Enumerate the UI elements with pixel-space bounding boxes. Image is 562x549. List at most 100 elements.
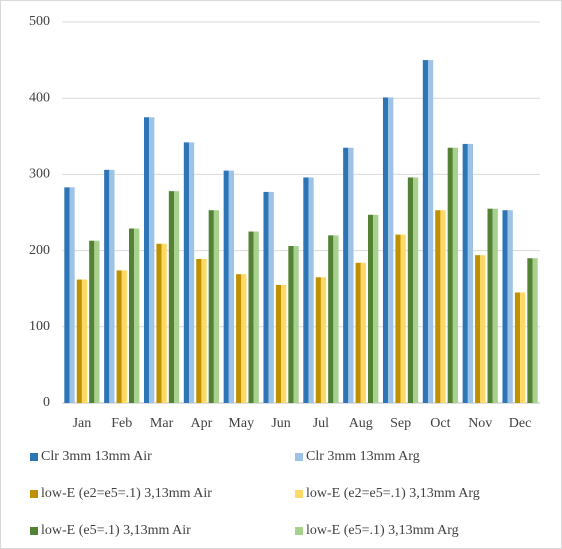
- x-tick-label: Dec: [509, 416, 532, 431]
- legend-label: low-E (e5=.1) 3,13mm Arg: [306, 523, 459, 538]
- bar: [288, 246, 294, 403]
- bar: [104, 169, 110, 403]
- bar: [422, 60, 428, 403]
- legend-label: Clr 3mm 13mm Arg: [306, 449, 420, 464]
- legend-label: low-E (e2=e5=.1) 3,13mm Air: [41, 486, 212, 501]
- bar: [128, 228, 135, 403]
- bar: [373, 214, 379, 403]
- bar: [467, 143, 474, 404]
- legend-swatch: [295, 453, 303, 461]
- bar: [413, 177, 419, 403]
- x-tick-label: Nov: [468, 416, 492, 431]
- bar: [492, 208, 498, 403]
- bar: [502, 210, 508, 403]
- bar: [134, 228, 140, 403]
- y-tick-label: 200: [29, 243, 50, 258]
- bar: [196, 258, 202, 403]
- y-tick-label: 100: [29, 319, 50, 334]
- bar: [382, 97, 389, 404]
- bar: [360, 262, 366, 403]
- bar: [109, 169, 115, 403]
- x-tick-label: Feb: [111, 416, 132, 431]
- bar: [174, 191, 180, 403]
- bar: [440, 210, 446, 403]
- bar: [248, 231, 254, 403]
- bar: [452, 147, 459, 403]
- bar: [121, 270, 127, 403]
- bar: [263, 191, 269, 403]
- x-tick-label: Jul: [313, 416, 329, 431]
- bar: [183, 142, 189, 403]
- y-tick-label: 0: [43, 395, 50, 410]
- x-tick-label: Apr: [191, 416, 213, 431]
- bar: [116, 270, 122, 403]
- bar: [527, 258, 533, 403]
- legend-label: Clr 3mm 13mm Air: [41, 449, 152, 464]
- x-tick-label: Jun: [271, 416, 290, 431]
- legend-swatch: [30, 453, 38, 461]
- x-tick-label: May: [228, 416, 254, 431]
- bar: [268, 191, 274, 403]
- x-tick-label: Mar: [150, 416, 174, 431]
- bar: [328, 235, 334, 403]
- bar: [487, 208, 493, 403]
- bar: [168, 191, 175, 403]
- bar: [281, 284, 287, 403]
- bar: [228, 170, 235, 403]
- bar: [293, 246, 299, 403]
- bar: [367, 214, 374, 403]
- bar: [514, 292, 521, 403]
- bar: [475, 255, 481, 403]
- legend: Clr 3mm 13mm Air Clr 3mm 13mm Arg low-E (e…: [30, 449, 480, 538]
- bar: [532, 258, 538, 403]
- bar: [236, 274, 242, 403]
- bar: [161, 243, 167, 403]
- legend-label: low-E (e2=e5=.1) 3,13mm Arg: [306, 486, 480, 501]
- x-tick-label: Sep: [390, 416, 411, 431]
- x-tick-label: Jan: [73, 416, 92, 431]
- bar: [81, 279, 88, 403]
- bar: [308, 177, 314, 403]
- bar: [395, 234, 401, 403]
- bar: [343, 147, 349, 403]
- bar: [462, 143, 468, 404]
- bar: [320, 277, 327, 403]
- legend-swatch: [295, 490, 303, 498]
- y-tick-label: 500: [29, 14, 50, 29]
- bar: [447, 147, 453, 403]
- bar: [275, 284, 282, 403]
- bar: [348, 147, 354, 403]
- bar: [400, 234, 406, 403]
- bar: [94, 240, 100, 403]
- y-tick-label: 400: [29, 90, 50, 105]
- x-tick-label: Oct: [430, 416, 450, 431]
- bar: [69, 187, 75, 403]
- bar: [427, 60, 434, 403]
- bar: [156, 243, 162, 403]
- legend-swatch: [30, 490, 38, 498]
- bar: [89, 240, 95, 403]
- bar: [520, 292, 526, 403]
- bar: [201, 258, 207, 403]
- bar: [64, 187, 70, 403]
- x-tick-label: Aug: [349, 416, 373, 431]
- legend-label: low-E (e5=.1) 3,13mm Air: [41, 523, 191, 538]
- bar: [480, 255, 486, 403]
- bar: [435, 210, 441, 403]
- bar: [507, 210, 513, 403]
- bar: [208, 210, 214, 403]
- bar: [143, 117, 150, 403]
- y-tick-label: 300: [29, 167, 50, 182]
- legend-swatch: [30, 527, 38, 535]
- bar: [253, 231, 259, 403]
- bar: [76, 279, 82, 403]
- bar: [333, 235, 339, 403]
- bar: [149, 117, 155, 403]
- bar: [303, 177, 309, 403]
- bar: [223, 170, 229, 403]
- bar: [315, 277, 321, 403]
- bar: [407, 177, 414, 403]
- legend-swatch: [295, 527, 303, 535]
